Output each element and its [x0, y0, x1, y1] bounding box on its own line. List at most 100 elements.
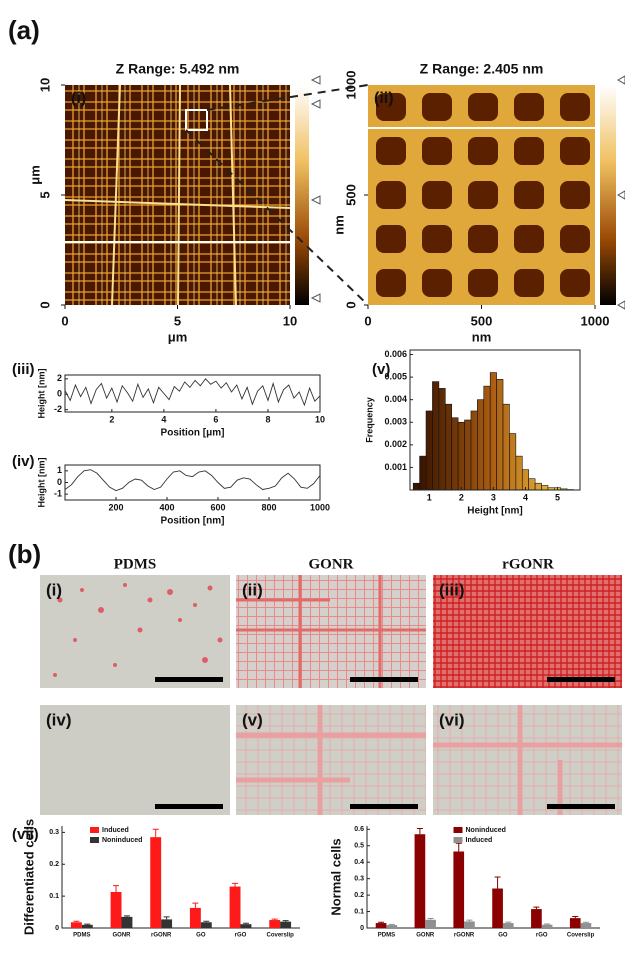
histogram-bar	[457, 421, 465, 491]
error-bar	[163, 916, 170, 920]
afm-label: (ii)	[374, 90, 394, 107]
histogram-bar	[521, 469, 529, 491]
y-tick-label: 0.006	[384, 349, 407, 359]
x-axis-label: Position [μm]	[161, 428, 225, 439]
x-axis-label: Height [nm]	[467, 506, 523, 517]
x-tick-label: 200	[108, 502, 123, 512]
afm-image	[368, 85, 595, 305]
error-bar	[388, 923, 395, 926]
x-tick-label: 2	[459, 492, 464, 502]
histogram-bar	[412, 482, 420, 491]
x-tick-label: rGONR	[151, 933, 172, 939]
y-tick-label: 0	[57, 389, 62, 399]
x-tick-label: GO	[196, 933, 206, 939]
x-tick-label: 8	[265, 414, 270, 424]
x-tick-label: GONR	[416, 933, 435, 939]
error-bar	[427, 917, 434, 920]
error-bar	[271, 918, 278, 921]
bar	[464, 921, 475, 928]
y-axis-label: Frequency	[364, 397, 374, 443]
x-tick-label: 5	[174, 313, 181, 328]
micrograph	[433, 575, 622, 688]
x-tick-label: 4	[161, 414, 166, 424]
y-axis-label: nm	[331, 215, 346, 235]
y-tick-label: 0.002	[384, 439, 407, 449]
plot-frame	[64, 374, 321, 413]
y-axis-label: μm	[27, 165, 42, 185]
micrograph-label: (iii)	[439, 580, 465, 599]
fiber	[236, 575, 426, 688]
histogram-bar	[541, 485, 549, 491]
x-tick-label: 3	[491, 492, 496, 502]
micrograph	[433, 705, 622, 815]
x-tick-label: Coverslip	[266, 933, 294, 939]
error-bar	[505, 921, 512, 924]
y-tick-label: 0.3	[49, 829, 59, 836]
x-tick-label: 600	[210, 502, 225, 512]
x-tick-label: GO	[498, 933, 508, 939]
y-tick-label: 0.5	[354, 843, 364, 850]
x-axis-label: μm	[168, 329, 188, 344]
error-bar	[455, 842, 462, 852]
error-bar	[152, 828, 159, 838]
x-tick-label: 800	[261, 502, 276, 512]
panel-label: (b)	[8, 539, 41, 569]
scale-bars	[155, 677, 615, 809]
micrograph-label: (v)	[242, 710, 263, 729]
panel-label: (a)	[8, 15, 40, 45]
x-tick-label: 5	[555, 492, 560, 502]
x-tick-label: 6	[213, 414, 218, 424]
bar	[161, 919, 173, 928]
micrograph-label: (iv)	[46, 710, 72, 729]
bar	[81, 924, 93, 928]
x-tick-label: Coverslip	[567, 933, 595, 939]
bar	[531, 909, 542, 928]
micrograph-label: (vi)	[439, 710, 465, 729]
bar	[200, 922, 212, 928]
histogram-bar	[528, 478, 536, 491]
bar	[110, 891, 122, 928]
profile-line	[64, 378, 321, 407]
error-bar	[242, 922, 249, 925]
x-tick-label: PDMS	[378, 933, 395, 939]
histogram-bar	[502, 403, 510, 491]
y-tick-label: 0.6	[354, 826, 364, 833]
afm-feature	[64, 84, 291, 306]
bar	[492, 888, 503, 928]
y-tick-label: 0	[360, 925, 364, 932]
bar	[269, 920, 281, 928]
error-bar	[378, 921, 385, 924]
panel-label: (iv)	[12, 453, 35, 470]
micrograph	[40, 575, 230, 688]
error-bar	[416, 827, 423, 835]
x-tick-label: 10	[315, 414, 325, 424]
histogram-bar	[483, 385, 491, 491]
plot-frame	[64, 464, 321, 501]
bar	[453, 851, 465, 928]
histogram-bar	[470, 410, 478, 491]
column-header: GONR	[309, 556, 354, 572]
y-tick-label: 500	[343, 184, 358, 206]
error-bar	[282, 920, 289, 922]
x-tick-label: GONR	[113, 933, 132, 939]
bar	[502, 923, 514, 928]
legend-swatch	[453, 827, 463, 833]
histogram-bar	[419, 455, 427, 491]
bar	[414, 834, 426, 928]
panel-label: (v)	[372, 361, 390, 378]
x-tick-label: 0	[61, 313, 68, 328]
x-tick-label: 10	[283, 313, 297, 328]
y-axis-label: Height [nm]	[36, 458, 46, 508]
x-tick-label: rGO	[235, 933, 247, 939]
y-tick-label: 0.1	[49, 893, 59, 900]
histogram-bar	[425, 410, 433, 491]
x-tick-label: rGO	[536, 933, 548, 939]
y-tick-label: 0	[343, 301, 358, 308]
y-tick-label: -2	[54, 404, 62, 414]
histogram-bar	[438, 388, 446, 491]
bar	[569, 918, 581, 928]
column-header: PDMS	[114, 556, 157, 572]
error-bar	[84, 923, 91, 925]
x-tick-label: rGONR	[454, 933, 475, 939]
y-tick-label: 1000	[343, 71, 358, 100]
